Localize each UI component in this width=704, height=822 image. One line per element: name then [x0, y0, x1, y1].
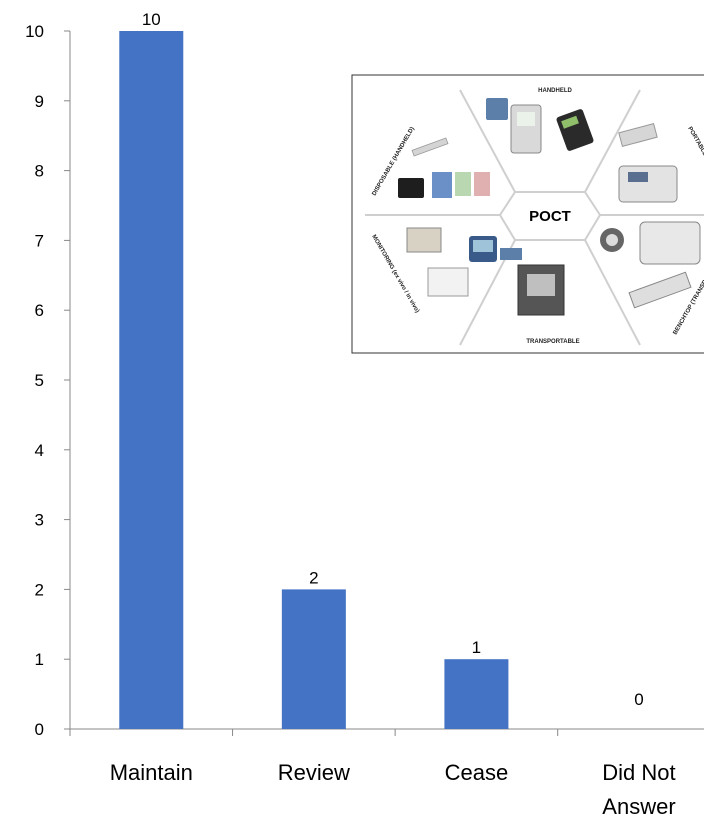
- y-tick-label: 5: [35, 371, 44, 390]
- x-category-label: Review: [278, 760, 350, 785]
- poct-inset-image: POCT HANDHELD PORTABLE BENCHTOP (TRANSPO…: [351, 74, 704, 354]
- y-tick-label: 8: [35, 162, 44, 181]
- y-tick-label: 9: [35, 92, 44, 111]
- data-label: 2: [309, 568, 318, 587]
- x-category-label: Answer: [602, 794, 675, 819]
- y-tick-label: 4: [35, 441, 44, 460]
- bar: [281, 589, 346, 729]
- y-tick-label: 7: [35, 231, 44, 250]
- bars: [119, 31, 509, 729]
- segment-label-handheld: HANDHELD: [538, 88, 572, 94]
- x-category-label: Cease: [445, 760, 509, 785]
- y-tick-label: 6: [35, 301, 44, 320]
- x-category-label: Maintain: [110, 760, 193, 785]
- bar: [119, 31, 184, 729]
- y-tick-label: 1: [35, 650, 44, 669]
- x-category-label: Did Not: [602, 760, 675, 785]
- y-tick-label: 2: [35, 580, 44, 599]
- data-label: 0: [634, 690, 643, 709]
- bar: [444, 659, 509, 729]
- y-axis-ticks: 0 1 2 3 4 5 6 7 8 9 10: [25, 22, 70, 739]
- x-axis-categories: Maintain Review Cease Did Not Answer: [69, 729, 676, 819]
- data-label: 1: [472, 638, 481, 657]
- poct-center-label: POCT: [529, 208, 571, 225]
- y-tick-label: 10: [25, 22, 44, 41]
- poct-center-hexagon: [498, 191, 602, 241]
- segment-label-transportable: TRANSPORTABLE: [526, 339, 579, 345]
- data-label: 10: [142, 10, 161, 29]
- y-tick-label: 3: [35, 511, 44, 530]
- y-tick-label: 0: [35, 720, 44, 739]
- device-illustrations: [398, 98, 701, 316]
